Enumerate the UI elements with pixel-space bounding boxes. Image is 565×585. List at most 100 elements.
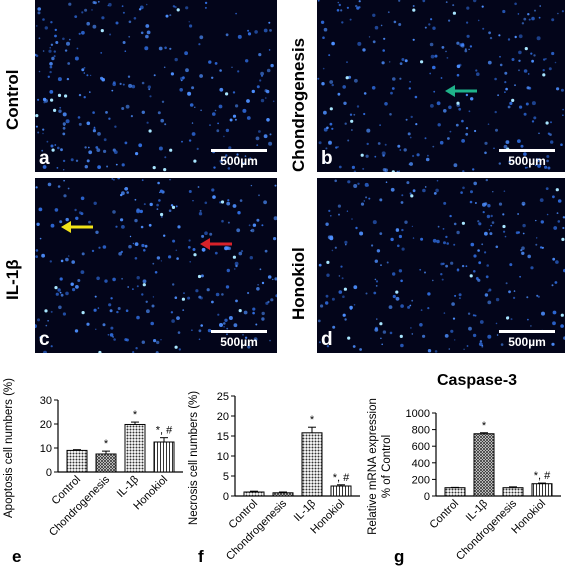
cell-dot <box>163 66 166 69</box>
cell-dot <box>352 345 356 348</box>
cell-dot <box>511 58 515 61</box>
cell-dot <box>120 218 124 222</box>
cell-dot <box>74 208 77 212</box>
cell-dot <box>37 11 41 15</box>
cell-dot <box>250 184 253 187</box>
cell-dot <box>389 61 391 63</box>
cell-dot <box>257 284 259 286</box>
cell-dot <box>64 49 68 52</box>
cell-dot <box>398 0 401 2</box>
cell-dot <box>317 0 320 2</box>
cell-dot <box>187 296 191 300</box>
cell-dot <box>141 179 144 182</box>
cell-dot <box>58 305 62 310</box>
cell-dot <box>351 218 353 220</box>
cell-dot <box>114 125 117 128</box>
cell-dot <box>445 50 447 53</box>
cell-dot <box>101 77 105 82</box>
cell-dot <box>409 192 412 195</box>
cell-dot <box>411 299 414 302</box>
cell-dot <box>273 237 277 241</box>
cell-dot <box>524 166 527 169</box>
cell-dot <box>318 263 322 267</box>
cell-dot <box>83 96 86 99</box>
scale-label: 500µm <box>220 335 258 349</box>
cell-dot <box>231 66 233 69</box>
cell-dot <box>329 80 334 84</box>
cell-dot <box>381 343 383 346</box>
cell-dot <box>473 270 476 273</box>
scale-label: 500µm <box>220 154 258 168</box>
bright-cell-dot <box>163 168 167 172</box>
cell-dot <box>196 147 199 150</box>
cell-dot <box>106 165 109 168</box>
cell-dot <box>152 262 155 265</box>
cell-dot <box>422 0 426 3</box>
cell-dot <box>235 157 237 159</box>
cell-dot <box>65 257 69 262</box>
cell-dot <box>141 110 145 115</box>
cell-dot <box>427 292 431 296</box>
bright-cell-dot <box>193 253 197 257</box>
cell-dot <box>503 190 506 192</box>
cell-dot <box>384 143 387 146</box>
cell-dot <box>509 101 513 105</box>
y-tick-label: 15 <box>217 431 229 443</box>
bar <box>95 453 117 473</box>
cell-dot <box>473 181 477 186</box>
cell-dot <box>237 211 241 215</box>
bright-cell-dot <box>148 129 152 133</box>
cell-dot <box>398 269 403 273</box>
cell-dot <box>41 253 45 258</box>
cell-dot <box>97 0 100 3</box>
cell-dot <box>62 126 66 130</box>
cell-dot <box>154 271 158 274</box>
cell-dot <box>141 340 145 344</box>
cell-dot <box>217 313 220 316</box>
cell-dot <box>49 62 53 66</box>
cell-dot <box>53 55 56 58</box>
cell-dot <box>487 204 491 208</box>
cell-dot <box>445 264 448 268</box>
cell-dot <box>477 278 481 282</box>
cell-dot <box>147 85 151 89</box>
cell-dot <box>197 186 200 188</box>
cell-dot <box>366 142 369 146</box>
cell-dot <box>492 191 494 193</box>
cell-dot <box>523 152 527 156</box>
cell-dot <box>272 278 274 281</box>
cell-dot <box>433 90 436 93</box>
bright-cell-dot <box>35 114 39 118</box>
cell-dot <box>116 310 119 314</box>
cell-dot <box>62 122 66 126</box>
cell-dot <box>37 131 40 134</box>
cell-dot <box>121 163 125 167</box>
cell-dot <box>243 310 248 315</box>
cell-dot <box>470 190 473 194</box>
cell-dot <box>266 118 270 122</box>
cell-dot <box>410 115 413 119</box>
cell-dot <box>39 237 42 240</box>
cell-dot <box>38 70 41 73</box>
cell-dot <box>409 304 412 307</box>
cell-dot <box>514 35 517 39</box>
cell-dot <box>513 290 516 292</box>
cell-dot <box>246 99 250 103</box>
cell-dot <box>434 350 438 353</box>
cell-dot <box>70 282 74 286</box>
cell-dot <box>484 231 488 236</box>
cell-dot <box>267 300 270 303</box>
cell-dot <box>232 114 237 118</box>
cell-dot <box>477 19 480 22</box>
cell-dot <box>419 323 423 327</box>
cell-dot <box>204 201 208 205</box>
cell-dot <box>409 136 412 139</box>
cell-dot <box>368 197 371 200</box>
cell-dot <box>340 9 343 12</box>
cell-dot <box>427 307 430 310</box>
chart-g-svg: 02004006008001000Control*IL-1βChondrogen… <box>367 398 561 563</box>
cell-dot <box>456 41 460 45</box>
cell-dot <box>486 264 489 267</box>
bar <box>330 485 352 497</box>
cell-dot <box>225 33 229 37</box>
